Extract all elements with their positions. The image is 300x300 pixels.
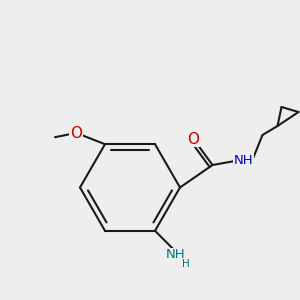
- Text: NH: NH: [166, 248, 186, 261]
- Text: H: H: [182, 259, 189, 269]
- Text: O: O: [188, 131, 200, 146]
- Text: NH: NH: [234, 154, 253, 167]
- Text: O: O: [70, 126, 82, 141]
